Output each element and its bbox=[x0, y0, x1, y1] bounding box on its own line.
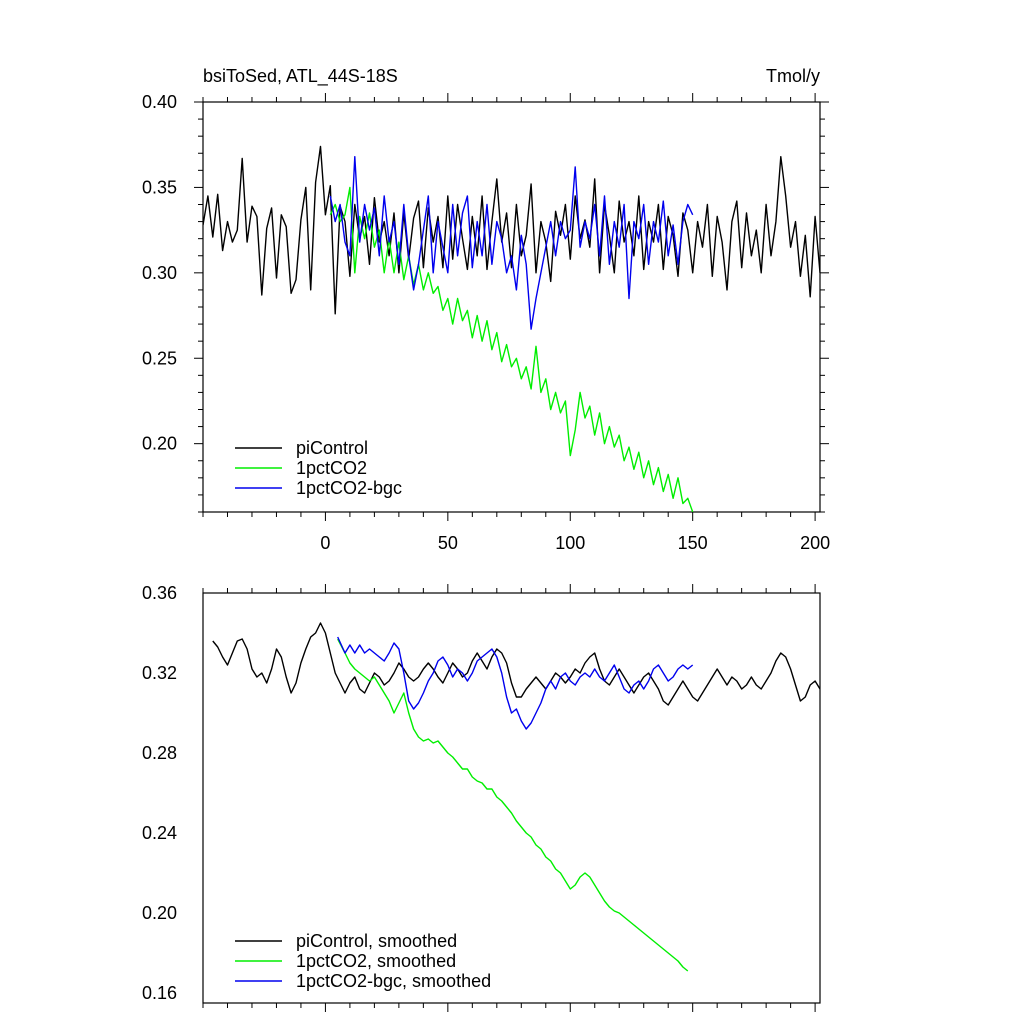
y-tick-label: 0.30 bbox=[142, 263, 177, 283]
series-line-1pctco2-smoothed bbox=[337, 638, 689, 972]
series-line-picontrol-smoothed bbox=[212, 622, 820, 706]
chart-units: Tmol/y bbox=[766, 66, 820, 86]
legend-label: piControl, smoothed bbox=[296, 931, 457, 951]
series-line-1pctco2-bgc bbox=[329, 156, 694, 330]
y-tick-label: 0.20 bbox=[142, 434, 177, 454]
y-tick-label: 0.24 bbox=[142, 823, 177, 843]
legend-label: 1pctCO2-bgc bbox=[296, 478, 402, 498]
series-line-picontrol bbox=[203, 145, 820, 315]
y-tick-label: 0.40 bbox=[142, 92, 177, 112]
top-panel: 0 50 100 150 200 0.20 0.25 0.30 0.35 0.40 piContro… bbox=[142, 92, 830, 553]
x-tick-label: 100 bbox=[555, 533, 585, 553]
x-tick-label: 50 bbox=[438, 533, 458, 553]
y-tick-label: 0.16 bbox=[142, 983, 177, 1003]
bottom-panel: 0.16 0.20 0.24 0.28 0.32 0.36 piControl, smoot… bbox=[142, 583, 821, 1012]
y-tick-label: 0.36 bbox=[142, 583, 177, 603]
legend-label: 1pctCO2, smoothed bbox=[296, 951, 456, 971]
plot-frame-bottom bbox=[202, 592, 821, 1004]
y-tick-label: 0.25 bbox=[142, 348, 177, 368]
chart-title: bsiToSed, ATL_44S-18S bbox=[203, 66, 398, 87]
x-tick-label: 150 bbox=[678, 533, 708, 553]
legend-label: 1pctCO2 bbox=[296, 458, 367, 478]
series-line-1pctco2-bgc-smoothed bbox=[337, 636, 694, 730]
y-tick-label: 0.20 bbox=[142, 903, 177, 923]
legend-label: 1pctCO2-bgc, smoothed bbox=[296, 971, 491, 991]
x-tick-label: 200 bbox=[800, 533, 830, 553]
series-group-bottom bbox=[212, 622, 820, 972]
y-tick-label: 0.28 bbox=[142, 743, 177, 763]
legend-label: piControl bbox=[296, 438, 368, 458]
series-group-top bbox=[203, 145, 820, 512]
series-line-1pctco2 bbox=[329, 186, 694, 512]
x-tick-label: 0 bbox=[320, 533, 330, 553]
y-tick-label: 0.32 bbox=[142, 663, 177, 683]
y-tick-label: 0.35 bbox=[142, 177, 177, 197]
